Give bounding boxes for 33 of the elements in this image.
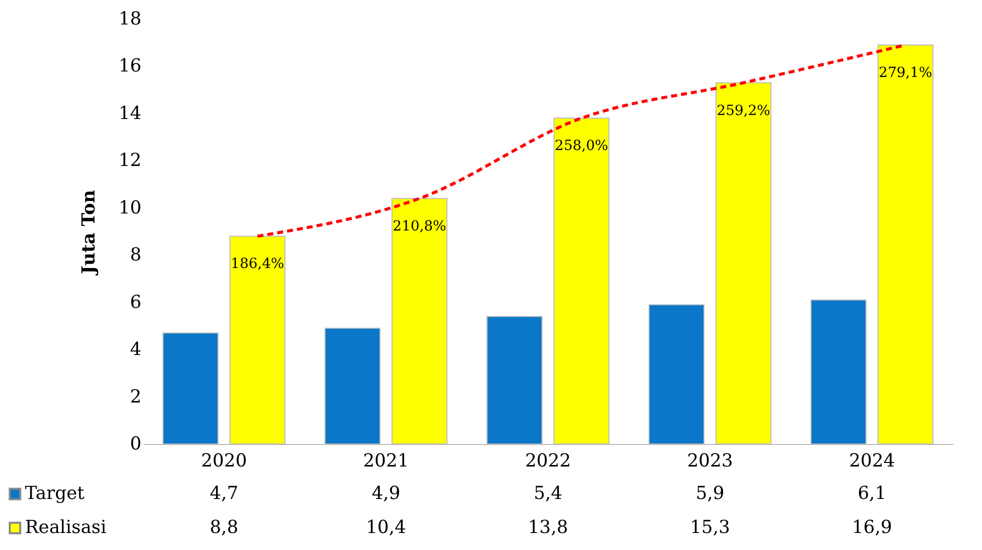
data-label: 8,8 bbox=[210, 517, 238, 538]
annotation: 186,4% bbox=[230, 256, 284, 272]
y-tick-label: 14 bbox=[118, 102, 142, 124]
y-tick-label: 10 bbox=[118, 197, 142, 218]
x-tick-label: 2020 bbox=[201, 450, 247, 472]
annotation: 258,0% bbox=[554, 138, 608, 154]
annotation: 210,8% bbox=[392, 218, 446, 234]
y-tick-label: 6 bbox=[130, 292, 142, 313]
y-tick-label: 18 bbox=[118, 8, 142, 30]
data-label: 15,3 bbox=[690, 517, 730, 538]
x-tick-label: 2023 bbox=[687, 450, 733, 472]
data-label: 16,9 bbox=[852, 517, 892, 538]
data-label: 4,9 bbox=[372, 483, 400, 504]
legend-label: Realisasi bbox=[25, 517, 107, 538]
data-label: 10,4 bbox=[366, 517, 406, 538]
x-tick-label: 2022 bbox=[525, 450, 571, 472]
data-label: 6,1 bbox=[858, 483, 886, 504]
y-axis-title: Juta Ton bbox=[78, 190, 100, 276]
data-label: 4,7 bbox=[210, 483, 238, 504]
y-tick-label: 8 bbox=[130, 244, 142, 266]
y-tick-label: 12 bbox=[118, 150, 142, 172]
y-tick-label: 0 bbox=[130, 434, 142, 454]
annotation: 259,2% bbox=[716, 102, 770, 119]
annotation: 279,1% bbox=[878, 64, 932, 81]
legend-label: Target bbox=[25, 483, 86, 504]
y-tick-label: 2 bbox=[130, 386, 142, 408]
y-tick-label: 4 bbox=[130, 339, 142, 360]
x-tick-label: 2024 bbox=[849, 450, 895, 472]
data-label: 5,4 bbox=[534, 483, 562, 504]
data-label: 13,8 bbox=[528, 517, 568, 538]
data-label: 5,9 bbox=[696, 483, 724, 504]
x-tick-label: 2021 bbox=[363, 450, 409, 472]
y-tick-label: 16 bbox=[118, 56, 142, 77]
